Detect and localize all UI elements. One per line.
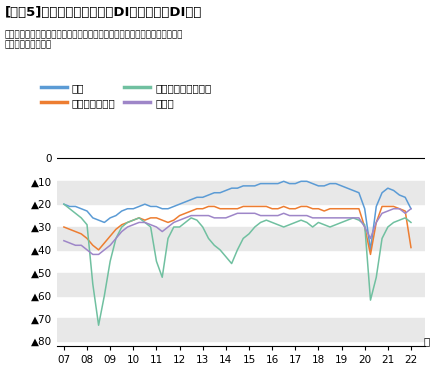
Text: 出所：日本銀行「全国企業短期経済観測調査」よりニッセイ基礎研究所作成: 出所：日本銀行「全国企業短期経済観測調査」よりニッセイ基礎研究所作成 — [4, 30, 183, 40]
Bar — [57, 318, 425, 341]
Text: 年: 年 — [424, 336, 430, 346]
Bar — [57, 181, 425, 204]
Text: 注：全規模、平均値: 注：全規模、平均値 — [4, 41, 52, 50]
Bar — [57, 273, 425, 296]
Bar — [57, 227, 425, 250]
Text: [図表5]日銀短観の販売価格DIと仕入価格DIの差: [図表5]日銀短観の販売価格DIと仕入価格DIの差 — [4, 6, 202, 19]
Legend: 小売, 対個人サービス, 宿泊・飲食サービス, 全業種: 小売, 対個人サービス, 宿泊・飲食サービス, 全業種 — [36, 79, 215, 112]
